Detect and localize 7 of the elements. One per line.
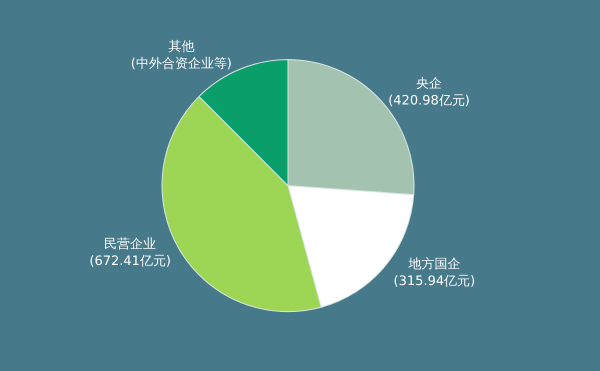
data-label: (672.41亿元): [89, 254, 172, 269]
slice-label: 其他 (中外合资企业等): [130, 40, 232, 72]
data-label: (420.98亿元): [388, 93, 470, 108]
slice-label: 民营企业: [104, 236, 156, 252]
slice-label: 地方国企: [407, 256, 460, 272]
data-label: (315.94亿元): [394, 274, 476, 289]
slice-label: 央企: [416, 76, 442, 92]
